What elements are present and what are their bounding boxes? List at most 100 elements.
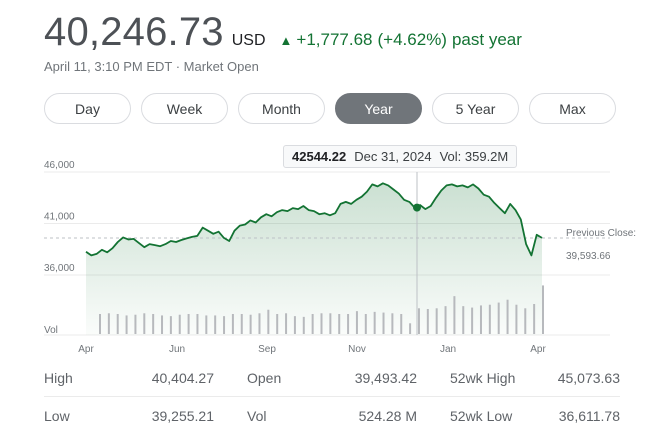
stats-row: Low 39,255.21 Vol 524.28 M 52wk Low 36,6… (44, 396, 620, 434)
stat-value: 45,073.63 (557, 370, 620, 386)
volume-bar (302, 316, 305, 334)
volume-bar (391, 313, 394, 334)
stat-label: High (44, 370, 73, 386)
volume-bar (143, 313, 146, 334)
volume-bars (99, 285, 544, 334)
volume-bar (152, 314, 155, 334)
volume-bar (320, 313, 323, 334)
current-price: 40,246.73 (44, 10, 224, 54)
volume-bar (196, 314, 199, 334)
tab-year[interactable]: Year (335, 93, 422, 124)
price-line (85, 182, 543, 257)
y-tick-label: 36,000 (44, 263, 75, 274)
stat-open: Open 39,493.42 (247, 370, 417, 386)
volume-bar (223, 316, 226, 334)
volume-bar (347, 314, 350, 334)
volume-bar (524, 308, 527, 334)
x-tick-label: Nov (348, 344, 366, 355)
tab-day[interactable]: Day (44, 93, 131, 124)
volume-bar (187, 314, 190, 334)
tab-5-year[interactable]: 5 Year (432, 93, 519, 124)
volume-bar (435, 308, 438, 334)
x-tick-label: Apr (530, 344, 546, 355)
quote-header: 40,246.73 USD ▲ +1,777.68 (+4.62%) past … (44, 10, 522, 55)
volume-bar (231, 314, 234, 334)
quote-timestamp: April 11, 3:10 PM EDT · Market Open (44, 59, 259, 74)
volume-bar (506, 299, 509, 334)
chart-tooltip: 42544.22 Dec 31, 2024 Vol: 359.2M (283, 145, 518, 168)
tab-max[interactable]: Max (529, 93, 616, 124)
volume-bar (515, 304, 518, 334)
volume-bar (542, 285, 544, 334)
stat-label: Vol (247, 407, 267, 424)
tab-month[interactable]: Month (238, 93, 325, 124)
range-tabs: Day Week Month Year 5 Year Max (44, 93, 616, 124)
volume-bar (444, 306, 447, 334)
volume-bar (479, 305, 482, 334)
volume-bar (471, 307, 474, 334)
crosshair-point (413, 203, 421, 212)
volume-bar (134, 314, 137, 334)
tooltip-volume: Vol: 359.2M (439, 149, 509, 164)
tooltip-date: Dec 31, 2024 (354, 149, 432, 164)
volume-bar (533, 304, 536, 334)
stat-value: 36,611.78 (558, 407, 620, 424)
volume-bar (426, 309, 429, 334)
volume-bar (462, 306, 465, 334)
volume-bar (409, 323, 412, 334)
price-change: ▲ +1,777.68 (+4.62%) past year (280, 30, 522, 50)
volume-label: Vol (44, 325, 58, 336)
stat-label: 52wk High (450, 370, 516, 386)
stats-table: High 40,404.27 Open 39,493.42 52wk High … (44, 360, 620, 434)
stat-value: 524.28 M (358, 407, 417, 424)
volume-bar (417, 308, 420, 334)
y-axis-labels: 46,000 41,000 36,000 (44, 160, 75, 274)
volume-bar (311, 314, 314, 334)
stat-52wk-high: 52wk High 45,073.63 (450, 370, 620, 386)
tab-week[interactable]: Week (141, 93, 228, 124)
volume-bar (488, 304, 491, 334)
volume-bar (453, 296, 456, 334)
volume-bar (285, 313, 288, 334)
stat-value: 39,493.42 (354, 370, 417, 386)
stats-row: High 40,404.27 Open 39,493.42 52wk High … (44, 360, 620, 396)
y-tick-label: 41,000 (44, 212, 75, 223)
volume-bar (329, 313, 332, 334)
tooltip-value: 42544.22 (292, 149, 347, 164)
x-tick-label: Sep (258, 344, 276, 355)
up-arrow-icon: ▲ (279, 33, 293, 48)
previous-close-value: 39,593.66 (566, 251, 611, 262)
stat-52wk-low: 52wk Low 36,611.78 (450, 408, 620, 424)
y-tick-label: 46,000 (44, 160, 75, 171)
x-tick-label: Jan (440, 344, 456, 355)
volume-bar (355, 311, 358, 334)
volume-bar (267, 309, 270, 334)
stat-low: Low 39,255.21 (44, 408, 214, 424)
change-amount: +1,777.68 (296, 30, 373, 49)
volume-bar (116, 314, 119, 334)
stat-value: 40,404.27 (151, 370, 214, 386)
volume-bar (364, 314, 367, 334)
volume-bar (214, 315, 217, 334)
change-percent: (+4.62%) (377, 30, 447, 49)
stat-high: High 40,404.27 (44, 370, 214, 386)
volume-bar (205, 315, 208, 334)
volume-bar (338, 314, 341, 334)
x-tick-label: Jun (169, 344, 185, 355)
volume-bar (373, 311, 376, 334)
x-axis-labels: Apr Jun Sep Nov Jan Apr (78, 344, 546, 355)
change-period: past year (451, 30, 522, 49)
stat-label: Low (44, 407, 70, 424)
volume-bar (258, 313, 261, 334)
volume-bar (161, 315, 164, 334)
volume-bar (276, 314, 279, 334)
stat-label: 52wk Low (450, 407, 513, 424)
volume-bar (107, 313, 110, 334)
previous-close-label: Previous Close: (566, 228, 636, 239)
volume-bar (99, 314, 101, 334)
volume-bar (400, 314, 403, 334)
stat-vol: Vol 524.28 M (247, 408, 417, 424)
volume-bar (293, 316, 296, 334)
currency-code: USD (231, 32, 266, 49)
